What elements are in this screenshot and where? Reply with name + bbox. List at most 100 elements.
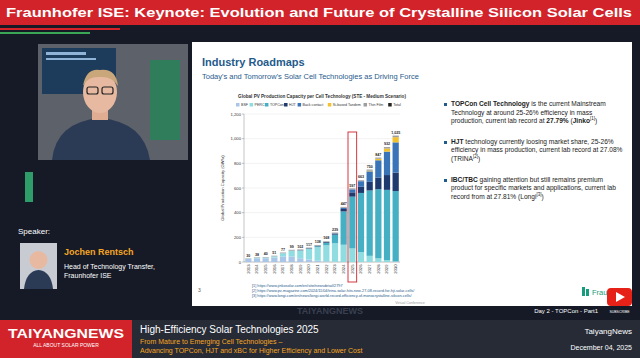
bullet-text: TOPCon Cell Technology bbox=[451, 100, 530, 107]
bar-segment bbox=[306, 260, 312, 262]
event-subtitle: Advancing TOPCon, HJT and xBC for Higher… bbox=[140, 347, 362, 355]
total-label: 932 bbox=[384, 142, 390, 146]
bullet-marker bbox=[444, 141, 447, 144]
bar-segment bbox=[367, 190, 373, 255]
bullet-text: [2] bbox=[473, 154, 478, 159]
bar-segment bbox=[245, 259, 251, 262]
bullet-text: ) bbox=[541, 193, 543, 200]
total-label: 38 bbox=[255, 253, 259, 257]
bar-segment bbox=[289, 251, 295, 257]
bar-segment bbox=[254, 257, 260, 258]
play-icon bbox=[616, 292, 625, 302]
x-tick-label: 2020 bbox=[306, 264, 311, 274]
bar-segment bbox=[271, 255, 277, 257]
bar-segment bbox=[367, 171, 373, 181]
video-screen-line bbox=[46, 58, 96, 60]
total-label: 117 bbox=[306, 243, 312, 247]
y-axis bbox=[244, 114, 245, 262]
bar-segment bbox=[367, 170, 373, 172]
y-tick bbox=[242, 163, 244, 164]
x-tick-label: 2024 bbox=[341, 264, 346, 274]
event-logo-bg bbox=[0, 320, 132, 358]
bar-segment bbox=[263, 257, 269, 258]
legend-label: BSF bbox=[241, 103, 249, 107]
bar-segment bbox=[254, 258, 260, 262]
slide-title: Industry Roadmaps bbox=[202, 56, 305, 68]
bar-segment bbox=[358, 180, 364, 182]
bar-segment bbox=[289, 249, 295, 251]
bar-segment bbox=[367, 170, 373, 171]
legend-swatch bbox=[250, 103, 254, 107]
legend-label: Si-based Tandem bbox=[333, 103, 361, 107]
y-tick bbox=[242, 212, 244, 213]
event-subtitle: From Mature to Emerging Cell Technologie… bbox=[140, 338, 282, 346]
bar-segment bbox=[323, 241, 329, 243]
speaker-body bbox=[52, 118, 150, 160]
banner-bg bbox=[0, 0, 640, 25]
bar-segment bbox=[384, 152, 390, 175]
bar-segment bbox=[349, 248, 355, 262]
bar-segment bbox=[393, 262, 399, 263]
total-label: 77 bbox=[281, 248, 285, 252]
bar-segment bbox=[341, 206, 347, 208]
bar-segment bbox=[323, 241, 329, 242]
bar-segment bbox=[306, 248, 312, 249]
bar-segment bbox=[245, 258, 251, 259]
x-tick-label: 2023 bbox=[332, 264, 337, 274]
bar-segment bbox=[332, 235, 338, 244]
bar-segment bbox=[245, 258, 251, 259]
glasses bbox=[87, 87, 98, 94]
bar-segment bbox=[271, 258, 277, 262]
bar-segment bbox=[297, 250, 303, 251]
subscribe-button[interactable] bbox=[607, 288, 632, 306]
y-tick-label: 600 bbox=[234, 186, 242, 191]
bar-segment bbox=[315, 245, 321, 246]
bar-segment bbox=[332, 233, 338, 234]
bullet-marker bbox=[444, 103, 447, 106]
total-label: 847 bbox=[375, 153, 381, 157]
bar-segment bbox=[271, 256, 277, 257]
bar-segment bbox=[384, 147, 390, 148]
bar-segment bbox=[263, 257, 269, 259]
bar-segment bbox=[323, 243, 329, 245]
grid-line bbox=[244, 138, 400, 139]
bullet-text: IBC/TBC bbox=[451, 176, 478, 183]
highlight-box bbox=[348, 132, 357, 282]
bar-segment bbox=[271, 256, 277, 257]
bar-segment bbox=[245, 258, 251, 259]
bar-segment bbox=[367, 256, 373, 262]
y-tick bbox=[242, 237, 244, 238]
bar-segment bbox=[280, 253, 286, 254]
speaker-label: Speaker: bbox=[18, 227, 50, 236]
chart-title: Global PV Production Capacity per Cell T… bbox=[238, 94, 406, 99]
bar-segment bbox=[384, 190, 390, 260]
bar-segment bbox=[393, 173, 399, 192]
bar-segment bbox=[375, 258, 381, 262]
legend-label: TOPCon bbox=[270, 103, 284, 107]
stripe bbox=[0, 32, 90, 34]
y-tick-label: 200 bbox=[234, 235, 242, 240]
bar-segment bbox=[358, 252, 364, 262]
page-number: 3 bbox=[198, 287, 201, 293]
stripe bbox=[0, 28, 120, 30]
bar-segment bbox=[297, 250, 303, 251]
bar-segment bbox=[254, 257, 260, 258]
bar-segment bbox=[263, 257, 269, 258]
side-logo bbox=[25, 172, 33, 202]
bar-segment bbox=[384, 260, 390, 262]
x-tick-label: 2021 bbox=[315, 264, 320, 274]
x-tick-label: 2029 bbox=[384, 264, 389, 274]
bar-segment bbox=[289, 250, 295, 251]
bar-segment bbox=[245, 258, 251, 259]
bullet-text: [3] bbox=[536, 192, 541, 197]
bar-segment bbox=[332, 243, 338, 262]
y-axis-label: Global Production Capacity (GW/a) bbox=[220, 155, 225, 221]
x-tick-label: 2027 bbox=[367, 264, 372, 274]
bar-segment bbox=[375, 160, 381, 177]
footnote: [3] https://www.longi.com/en/news/longi-… bbox=[252, 294, 412, 298]
event-logo: TAIYANGNEWS bbox=[8, 327, 124, 341]
legend-swatch bbox=[298, 103, 302, 107]
total-label: 239 bbox=[332, 228, 338, 232]
bar-segment bbox=[315, 245, 321, 246]
bar-segment bbox=[280, 253, 286, 254]
